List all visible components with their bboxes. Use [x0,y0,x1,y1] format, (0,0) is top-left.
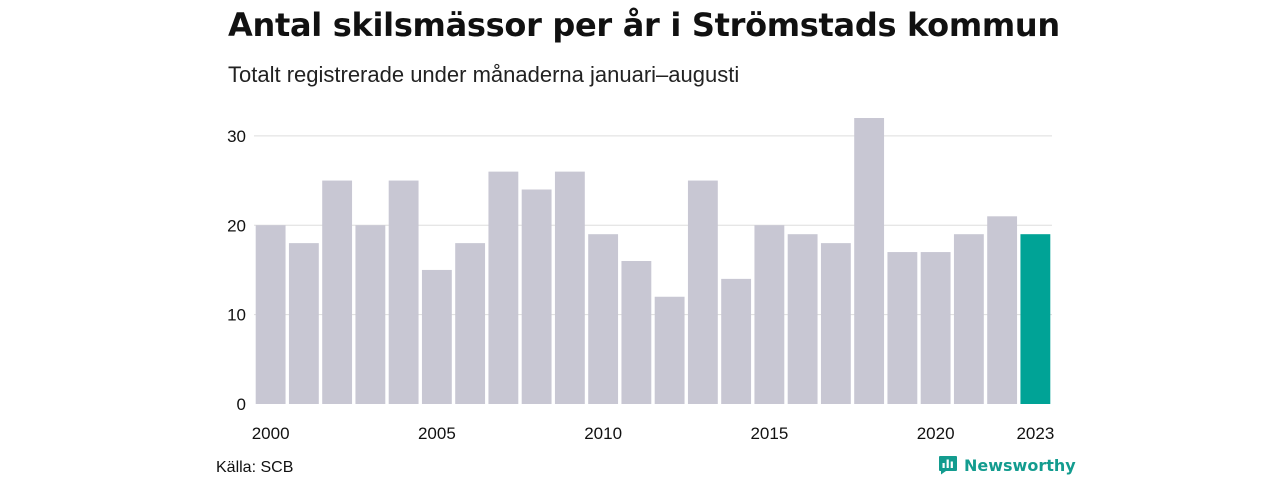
y-tick-label-10: 10 [227,306,246,325]
x-tick-label-2023: 2023 [1016,424,1054,443]
bar-2018 [854,118,885,404]
bar-2000 [255,225,286,404]
brand-logo: Newsworthy [938,455,1076,475]
bar-2003 [355,225,386,404]
bar-2022 [987,216,1018,404]
bar-2023 [1020,234,1051,404]
x-tick-label-2005: 2005 [418,424,456,443]
y-tick-label-0: 0 [237,395,246,414]
x-tick-label-2015: 2015 [750,424,788,443]
chart-subtitle: Totalt registrerade under månaderna janu… [228,62,740,87]
brand-name: Newsworthy [964,455,1076,475]
bar-2008 [521,189,552,404]
bar-2020 [920,252,951,404]
bar-2013 [687,180,718,404]
x-tick-label-2000: 2000 [252,424,290,443]
bar-2017 [820,243,851,404]
bar-2021 [953,234,984,404]
bar-2006 [455,243,486,404]
y-tick-label-20: 20 [227,216,246,235]
bar-2015 [754,225,785,404]
bar-2016 [787,234,818,404]
bar-2002 [322,180,353,404]
bar-2004 [388,180,419,404]
bar-2019 [887,252,918,404]
bar-2005 [421,269,452,404]
bar-2007 [488,171,519,404]
bar-2001 [288,243,319,404]
x-tick-label-2010: 2010 [584,424,622,443]
bar-2012 [654,296,685,404]
bar-2009 [554,171,585,404]
newsworthy-logo-icon [939,456,957,475]
y-tick-label-30: 30 [227,127,246,146]
source-note: Källa: SCB [216,459,294,476]
bar-2010 [588,234,619,404]
x-tick-label-2020: 2020 [917,424,955,443]
bar-2011 [621,261,652,404]
chart-title: Antal skilsmässor per år i Strömstads ko… [228,6,1060,44]
bar-2014 [721,278,752,404]
